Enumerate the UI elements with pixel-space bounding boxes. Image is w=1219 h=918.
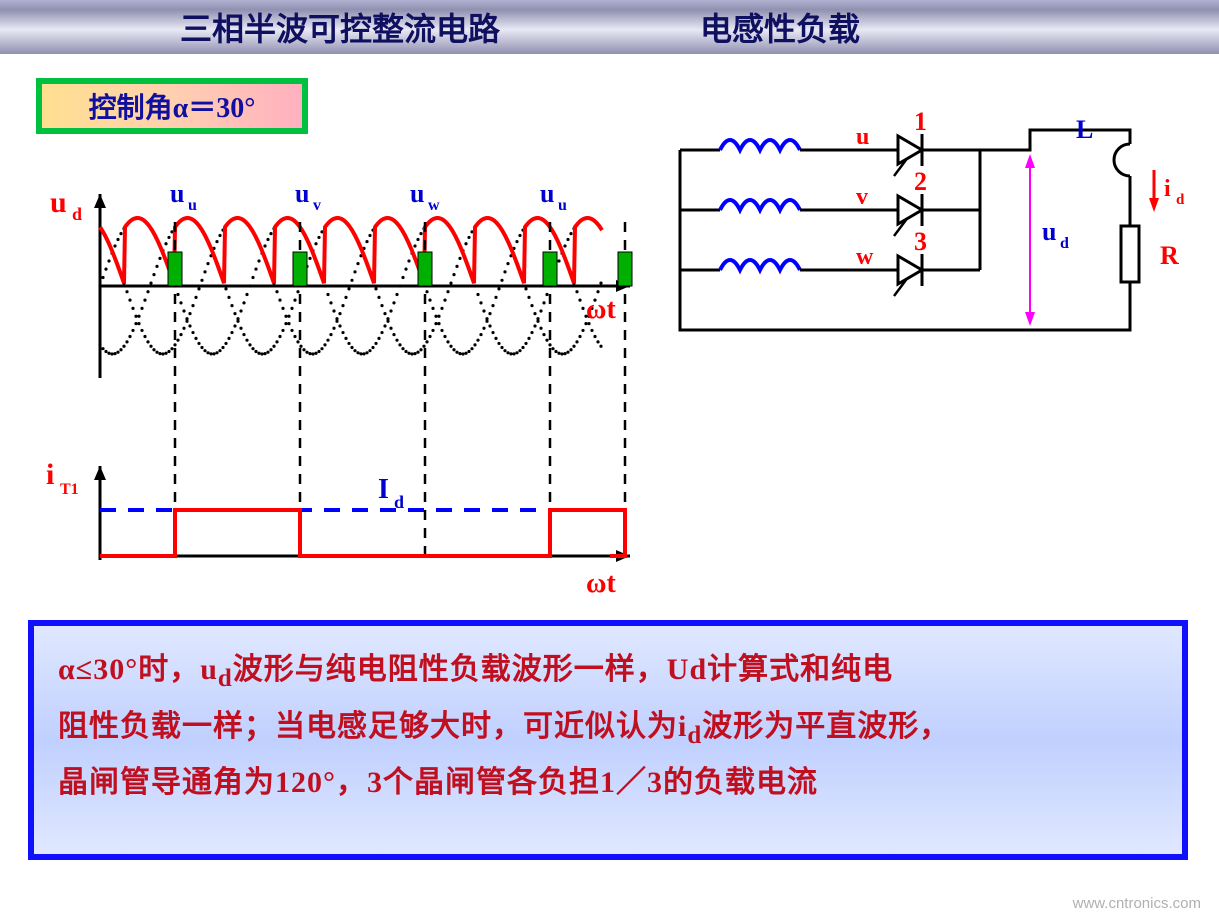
circuit-svg: u1v2w3udLidR xyxy=(660,90,1200,350)
svg-text:d: d xyxy=(1060,235,1069,252)
svg-text:d: d xyxy=(394,492,404,512)
svg-text:i: i xyxy=(1164,176,1171,202)
page-header: 三相半波可控整流电路 电感性负载 xyxy=(0,0,1219,54)
note-line-3: 晶闸管导通角为120°，3个晶闸管各负担1／3的负载电流 xyxy=(58,757,1158,808)
svg-text:T1: T1 xyxy=(60,481,79,498)
svg-text:u: u xyxy=(856,124,869,150)
circuit-area: u1v2w3udLidR xyxy=(660,90,1200,350)
svg-text:u: u xyxy=(50,186,67,219)
svg-text:w: w xyxy=(428,197,440,214)
svg-text:i: i xyxy=(46,458,54,491)
svg-text:u: u xyxy=(1042,217,1056,246)
waveform-area: uduuuvuwuuωtiT1Idωt xyxy=(30,156,650,596)
svg-text:R: R xyxy=(1160,241,1179,270)
svg-text:u: u xyxy=(540,179,554,208)
header-title-left: 三相半波可控整流电路 xyxy=(180,4,700,50)
alpha-text: 控制角α＝30° xyxy=(89,86,256,126)
svg-text:u: u xyxy=(170,179,184,208)
svg-text:d: d xyxy=(72,204,82,224)
svg-text:L: L xyxy=(1076,115,1093,144)
waveform-svg: uduuuvuwuuωtiT1Idωt xyxy=(30,156,650,596)
svg-text:ωt: ωt xyxy=(586,294,616,325)
svg-text:v: v xyxy=(856,184,868,210)
svg-text:u: u xyxy=(410,179,424,208)
watermark: www.cntronics.com xyxy=(1073,895,1201,912)
note-box: α≤30°时，ud波形与纯电阻性负载波形一样，Ud计算式和纯电 阻性负载一样；当… xyxy=(28,620,1188,860)
svg-text:u: u xyxy=(188,197,197,214)
svg-text:d: d xyxy=(1176,192,1185,208)
note-line-1: α≤30°时，ud波形与纯电阻性负载波形一样，Ud计算式和纯电 xyxy=(58,644,1158,701)
header-title-right: 电感性负载 xyxy=(700,4,860,50)
svg-text:3: 3 xyxy=(914,227,927,256)
note-line-2: 阻性负载一样；当电感足够大时，可近似认为id波形为平直波形， xyxy=(58,701,1158,758)
svg-text:u: u xyxy=(558,197,567,214)
svg-text:2: 2 xyxy=(914,167,927,196)
alpha-box: 控制角α＝30° xyxy=(36,78,308,134)
svg-text:ωt: ωt xyxy=(586,568,616,596)
svg-text:w: w xyxy=(856,244,874,270)
svg-text:1: 1 xyxy=(914,107,927,136)
svg-text:u: u xyxy=(295,179,309,208)
svg-text:v: v xyxy=(313,197,321,214)
svg-text:I: I xyxy=(378,474,389,505)
